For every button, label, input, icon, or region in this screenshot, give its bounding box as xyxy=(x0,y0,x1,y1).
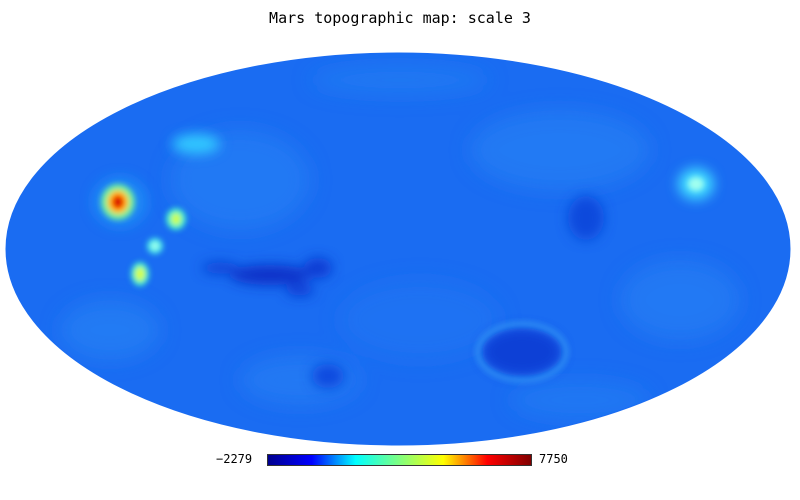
map-background xyxy=(6,53,790,445)
colorbar-min-label: −2279 xyxy=(216,452,253,466)
terrain-texture xyxy=(60,65,740,420)
colorbar xyxy=(267,454,532,466)
map-title: Mars topographic map: scale 3 xyxy=(269,9,531,27)
map-outline xyxy=(5,52,791,446)
colorbar-max-label: 7750 xyxy=(539,452,568,466)
lowland-features xyxy=(202,196,604,388)
hellas-rim xyxy=(475,321,569,383)
map-surface xyxy=(6,53,790,445)
volcano-features xyxy=(101,177,704,286)
